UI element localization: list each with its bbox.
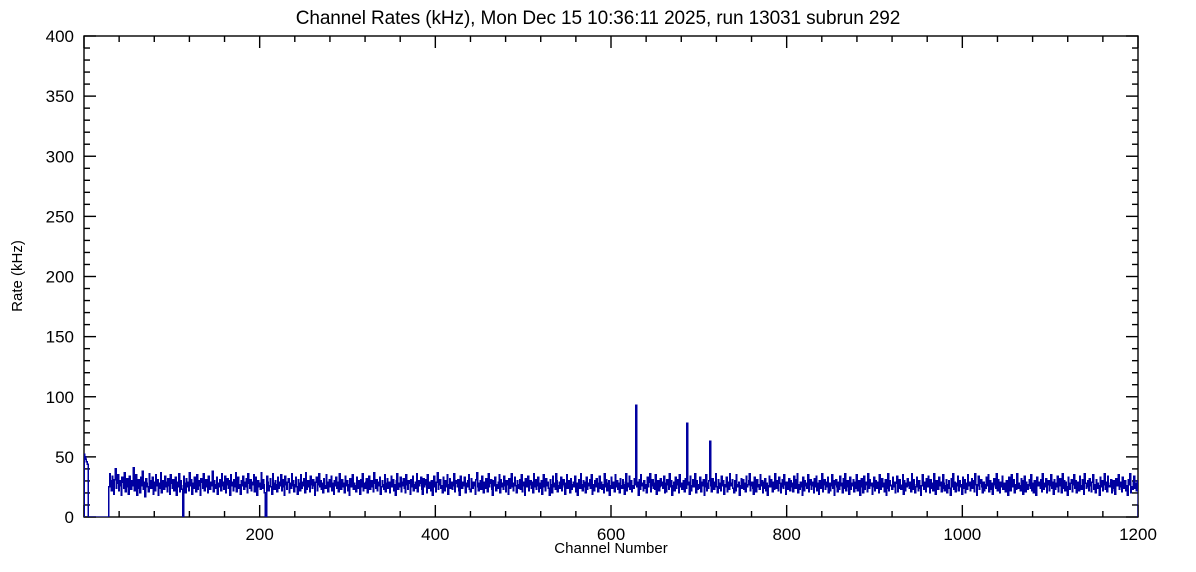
- y-tick-label: 250: [46, 207, 74, 226]
- y-tick-label: 0: [65, 508, 74, 527]
- x-axis-ticks: [83, 36, 1139, 517]
- page-title: Channel Rates (kHz), Mon Dec 15 10:36:11…: [295, 8, 901, 29]
- y-axis-title: Rate (kHz): [9, 240, 26, 312]
- x-tick-label: 1200: [1119, 525, 1157, 544]
- y-tick-label: 150: [46, 328, 74, 347]
- x-tick-label: 800: [772, 525, 800, 544]
- y-tick-label: 400: [46, 27, 74, 46]
- histogram-series: [84, 404, 1138, 517]
- y-tick-label: 350: [46, 87, 74, 106]
- x-axis-tick-labels: 200 400 600 800 1000 1200: [245, 525, 1156, 544]
- y-tick-label: 200: [46, 268, 74, 287]
- y-axis-tick-labels: 0 50 100 150 200 250 300 350 400: [46, 27, 74, 527]
- x-tick-label: 200: [245, 525, 273, 544]
- histogram-outline: [84, 404, 1138, 517]
- x-tick-label: 400: [421, 525, 449, 544]
- x-tick-label: 600: [597, 525, 625, 544]
- plot-frame: [83, 35, 1139, 518]
- y-tick-label: 300: [46, 147, 74, 166]
- x-axis-title: Channel Number: [554, 540, 667, 557]
- y-tick-label: 100: [46, 388, 74, 407]
- y-axis-ticks: [84, 35, 1138, 518]
- x-tick-label: 1000: [943, 525, 981, 544]
- y-tick-label: 50: [55, 448, 74, 467]
